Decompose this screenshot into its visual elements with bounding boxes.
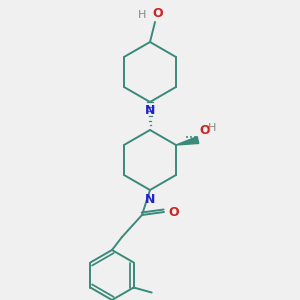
Text: H: H <box>138 10 146 20</box>
Text: O: O <box>168 206 178 218</box>
Text: •••: ••• <box>185 135 197 141</box>
Text: N: N <box>145 104 155 117</box>
Text: H: H <box>208 123 216 133</box>
Text: O: O <box>152 7 163 20</box>
Polygon shape <box>176 136 199 145</box>
Text: N: N <box>145 193 155 206</box>
Text: O: O <box>199 124 210 137</box>
